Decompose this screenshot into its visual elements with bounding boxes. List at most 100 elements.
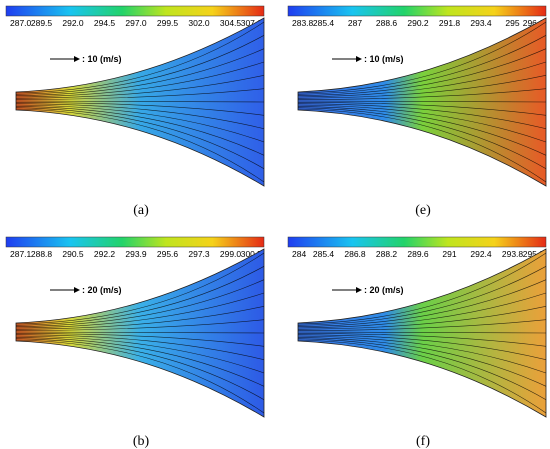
- colorbar-tick-label: 295.6: [157, 249, 179, 259]
- duct-temperature-field: [297, 17, 547, 187]
- streamline: [15, 103, 265, 129]
- colorbar-tick-label: 294.5: [94, 18, 116, 28]
- streamline: [297, 334, 547, 360]
- colorbar-tick-label: 297.0: [125, 18, 147, 28]
- colorbar-tick-label: 287: [348, 18, 362, 28]
- panel-caption: (b): [133, 434, 150, 449]
- duct-temperature-field: [15, 248, 265, 418]
- streamline: [15, 337, 265, 387]
- colorbar-tick-label: 289.6: [407, 249, 429, 259]
- streamline: [15, 35, 265, 95]
- streamline: [297, 88, 547, 100]
- streamline: [15, 61, 265, 98]
- streamline: [297, 108, 547, 183]
- streamline: [297, 48, 547, 96]
- colorbar-tick-label: 295: [505, 18, 519, 28]
- colorbar-tick-label: 297.3: [188, 249, 210, 259]
- colorbar-tick-label: 291.8: [439, 18, 461, 28]
- colorbar-tick-label: 299.5: [157, 18, 179, 28]
- streamline: [297, 339, 547, 414]
- streamline: [15, 306, 265, 330]
- colorbar-tick-label: 285.4: [313, 249, 335, 259]
- streamline: [297, 103, 547, 129]
- colorbar-tick-label: 307.0: [241, 18, 263, 28]
- colorbar-tick-label: 283.8: [292, 18, 314, 28]
- velocity-label: : 10 (m/s): [82, 54, 122, 64]
- panel-f: 284 285.4 286.8 288.2 289.6 291 292.4 293.8 295.…: [287, 236, 547, 449]
- streamline: [15, 339, 265, 414]
- colorbar-tick-label: 290.2: [407, 18, 429, 28]
- colorbar-tick-label: 287.1: [10, 249, 32, 259]
- colorbar-tick-label: 288.8: [31, 249, 53, 259]
- streamlines: [15, 21, 265, 183]
- streamline: [15, 266, 265, 326]
- panel-b: 287.1 288.8 290.5 292.2 293.9 295.6 297.3 299.0…: [5, 236, 265, 449]
- colorbar-tick-label: 293.8: [502, 249, 524, 259]
- colorbar-tick-label: 293.4: [470, 18, 492, 28]
- panel-e: 283.8 285.4 287 288.6 290.2 291.8 293.4 295 296.…: [287, 5, 547, 218]
- streamline: [297, 75, 547, 99]
- streamline: [297, 319, 547, 331]
- panel-caption: (f): [416, 434, 430, 449]
- colorbar-tick-label: 291: [442, 249, 456, 259]
- streamline: [297, 279, 547, 327]
- duct-temperature-field: [15, 17, 265, 187]
- colorbar-tick-label: 287.0: [10, 18, 32, 28]
- streamline: [15, 48, 265, 96]
- streamline: [15, 252, 265, 325]
- panel-caption: (a): [133, 203, 149, 218]
- arrowhead-icon: [356, 287, 362, 293]
- streamline: [297, 266, 547, 326]
- streamlines: [15, 252, 265, 414]
- streamline: [297, 61, 547, 98]
- velocity-legend: : 10 (m/s): [332, 54, 404, 64]
- colorbar-tick-label: 300.7: [241, 249, 263, 259]
- streamline: [15, 102, 265, 116]
- streamline: [15, 335, 265, 374]
- colorbar-tick-label: 289.5: [31, 18, 53, 28]
- colorbar-tick-label: 288.6: [376, 18, 398, 28]
- streamline: [15, 338, 265, 400]
- velocity-label: : 10 (m/s): [364, 54, 404, 64]
- streamline: [15, 279, 265, 327]
- streamline: [15, 319, 265, 331]
- colorbar-tick-label: 299.0: [220, 249, 242, 259]
- colorbar-gradient: [287, 236, 547, 248]
- velocity-legend: : 10 (m/s): [50, 54, 122, 64]
- duct-temperature-field: [297, 248, 547, 418]
- streamline: [15, 21, 265, 94]
- streamline: [297, 104, 547, 143]
- streamlines: [297, 252, 547, 414]
- colorbar-tick-label: 293.9: [125, 249, 147, 259]
- streamline: [297, 306, 547, 330]
- streamline: [15, 334, 265, 360]
- colorbar-tick-label: 286.8: [344, 249, 366, 259]
- velocity-label: : 20 (m/s): [364, 285, 404, 295]
- colorbar: 283.8 285.4 287 288.6 290.2 291.8 293.4 295 296.…: [287, 5, 547, 28]
- streamline: [15, 104, 265, 143]
- colorbar: 287.1 288.8 290.5 292.2 293.9 295.6 297.3 299.0…: [5, 236, 265, 259]
- colorbar-tick-label: 284: [292, 249, 306, 259]
- colorbar-gradient: [5, 5, 265, 17]
- colorbar-tick-label: 292.4: [470, 249, 492, 259]
- streamline: [297, 106, 547, 156]
- colorbar: 284 285.4 286.8 288.2 289.6 291 292.4 293.8 295.…: [287, 236, 547, 259]
- panel-caption: (e): [415, 203, 431, 218]
- colorbar-tick-label: 296.6: [523, 18, 545, 28]
- velocity-label: : 20 (m/s): [82, 285, 122, 295]
- streamline: [15, 108, 265, 183]
- arrowhead-icon: [74, 56, 80, 62]
- streamline: [15, 106, 265, 156]
- streamline: [15, 75, 265, 99]
- streamline: [297, 102, 547, 116]
- colorbar-gradient: [5, 236, 265, 248]
- streamline: [15, 88, 265, 100]
- streamline: [297, 21, 547, 94]
- streamline: [15, 107, 265, 169]
- colorbar-gradient: [287, 5, 547, 17]
- colorbar: 287.0 289.5 292.0 294.5 297.0 299.5 302.0 304.5…: [5, 5, 265, 28]
- streamline: [297, 333, 547, 347]
- streamline: [15, 333, 265, 347]
- velocity-legend: : 20 (m/s): [50, 285, 122, 295]
